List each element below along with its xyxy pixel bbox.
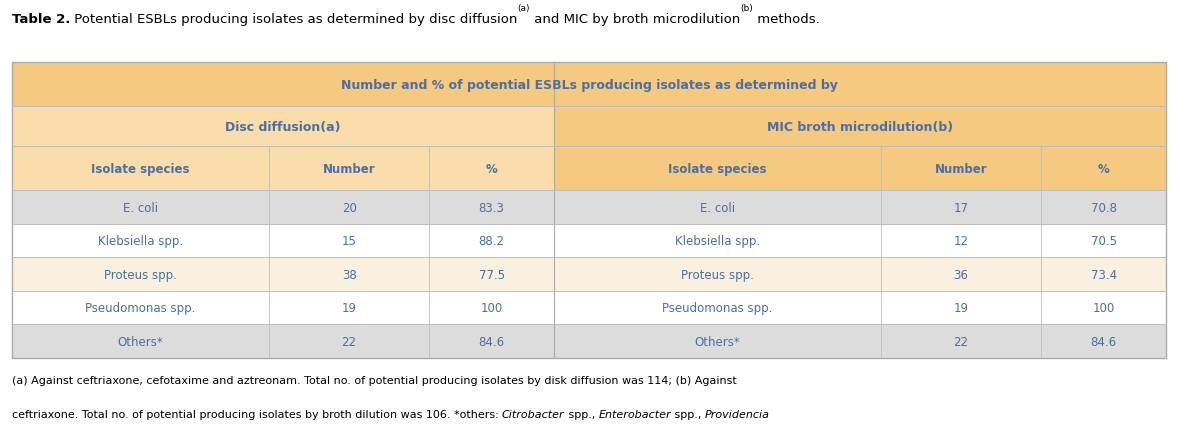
Bar — [269, 258, 429, 291]
Text: (b): (b) — [740, 4, 753, 13]
Text: 22: 22 — [342, 335, 357, 348]
Text: 19: 19 — [953, 301, 968, 314]
Text: 19: 19 — [342, 301, 357, 314]
Bar — [12, 325, 269, 358]
Bar — [12, 224, 269, 258]
Text: 20: 20 — [342, 201, 357, 214]
Bar — [1041, 291, 1166, 325]
Bar — [1041, 325, 1166, 358]
Bar — [554, 325, 881, 358]
Bar — [269, 147, 429, 191]
Text: and MIC by broth microdilution: and MIC by broth microdilution — [530, 13, 740, 26]
Text: Proteus spp.: Proteus spp. — [104, 268, 177, 281]
Bar — [429, 191, 554, 224]
Text: 36: 36 — [954, 268, 968, 281]
Text: 70.8: 70.8 — [1091, 201, 1117, 214]
Bar — [12, 107, 554, 147]
Text: spp.,: spp., — [564, 409, 598, 419]
Bar — [554, 147, 881, 191]
Text: Disc diffusion(a): Disc diffusion(a) — [225, 120, 340, 133]
Bar — [269, 191, 429, 224]
Text: Number: Number — [323, 162, 376, 175]
Text: E. coli: E. coli — [700, 201, 735, 214]
Bar — [12, 191, 269, 224]
Text: Isolate species: Isolate species — [668, 162, 767, 175]
Text: 15: 15 — [342, 234, 357, 247]
Text: Enterobacter: Enterobacter — [598, 409, 671, 419]
Text: E. coli: E. coli — [123, 201, 158, 214]
Text: Citrobacter: Citrobacter — [502, 409, 564, 419]
Text: 100: 100 — [1092, 301, 1114, 314]
Bar — [1041, 258, 1166, 291]
Text: Others*: Others* — [695, 335, 741, 348]
Bar — [554, 107, 1166, 147]
Bar — [881, 147, 1041, 191]
Text: Klebsiella spp.: Klebsiella spp. — [98, 234, 183, 247]
Bar — [12, 147, 269, 191]
Text: (a) Against ceftriaxone, cefotaxime and aztreonam. Total no. of potential produc: (a) Against ceftriaxone, cefotaxime and … — [12, 375, 736, 385]
Text: 77.5: 77.5 — [478, 268, 504, 281]
Text: 70.5: 70.5 — [1091, 234, 1117, 247]
Text: Pseudomonas spp.: Pseudomonas spp. — [85, 301, 196, 314]
Bar — [269, 325, 429, 358]
Text: %: % — [485, 162, 497, 175]
Bar — [881, 291, 1041, 325]
Text: Pseudomonas spp.: Pseudomonas spp. — [662, 301, 773, 314]
Text: 22: 22 — [953, 335, 968, 348]
Text: ceftriaxone. Total no. of potential producing isolates by broth dilution was 106: ceftriaxone. Total no. of potential prod… — [12, 409, 502, 419]
Bar — [269, 224, 429, 258]
Bar — [881, 325, 1041, 358]
Bar — [12, 258, 269, 291]
Text: 84.6: 84.6 — [1091, 335, 1117, 348]
Text: Number: Number — [935, 162, 987, 175]
Text: 12: 12 — [953, 234, 968, 247]
Text: Others*: Others* — [118, 335, 164, 348]
Text: %: % — [1098, 162, 1110, 175]
Bar — [554, 224, 881, 258]
Bar — [881, 191, 1041, 224]
Bar — [12, 63, 1166, 358]
Bar — [429, 147, 554, 191]
Bar — [881, 224, 1041, 258]
Bar — [554, 258, 881, 291]
Bar — [554, 191, 881, 224]
Text: 38: 38 — [342, 268, 357, 281]
Bar — [1041, 191, 1166, 224]
Bar — [429, 224, 554, 258]
Text: Number and % of potential ESBLs producing isolates as determined by: Number and % of potential ESBLs producin… — [340, 79, 838, 92]
Text: 84.6: 84.6 — [478, 335, 504, 348]
Bar — [1041, 147, 1166, 191]
Bar — [12, 291, 269, 325]
Text: spp.,: spp., — [671, 409, 704, 419]
Text: Klebsiella spp.: Klebsiella spp. — [675, 234, 760, 247]
Text: methods.: methods. — [753, 13, 820, 26]
Bar — [881, 258, 1041, 291]
Text: 100: 100 — [481, 301, 503, 314]
Text: 88.2: 88.2 — [478, 234, 504, 247]
Bar — [1041, 224, 1166, 258]
Text: 17: 17 — [953, 201, 968, 214]
Text: Table 2.: Table 2. — [12, 13, 71, 26]
Bar — [429, 325, 554, 358]
Bar — [269, 291, 429, 325]
Bar — [429, 291, 554, 325]
Text: 73.4: 73.4 — [1091, 268, 1117, 281]
Text: Proteus spp.: Proteus spp. — [681, 268, 754, 281]
Text: 83.3: 83.3 — [478, 201, 504, 214]
Text: Potential ESBLs producing isolates as determined by disc diffusion: Potential ESBLs producing isolates as de… — [71, 13, 517, 26]
Bar — [429, 258, 554, 291]
Text: Isolate species: Isolate species — [91, 162, 190, 175]
Bar — [554, 291, 881, 325]
Text: (a): (a) — [517, 4, 530, 13]
Text: MIC broth microdilution(b): MIC broth microdilution(b) — [767, 120, 953, 133]
Bar — [12, 63, 1166, 107]
Text: Providencia: Providencia — [704, 409, 770, 419]
